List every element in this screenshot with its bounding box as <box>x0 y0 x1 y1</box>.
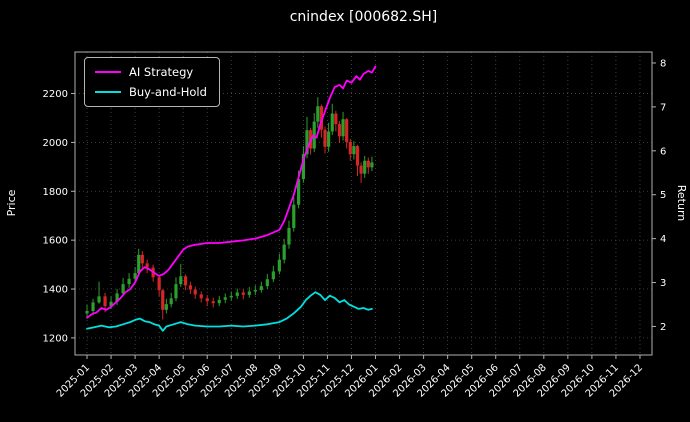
candle-body <box>355 146 360 166</box>
candle-body <box>241 292 245 295</box>
candle-body <box>235 292 239 296</box>
candle-body <box>359 165 363 174</box>
candle-body <box>211 301 215 304</box>
candle-body <box>319 106 324 130</box>
candle-body <box>363 160 367 174</box>
candle-body <box>174 284 178 299</box>
candle-body <box>145 263 149 268</box>
buy-and-hold-line-swatch <box>95 91 121 93</box>
candle-body <box>287 227 291 245</box>
candle-body <box>327 131 331 147</box>
y-left-tick-label: 1200 <box>43 333 68 344</box>
candle-body <box>348 141 352 155</box>
candle-body <box>337 124 342 137</box>
candle-body <box>217 299 221 304</box>
candle-body <box>205 298 209 302</box>
candle-body <box>157 277 161 291</box>
y-left-tick-label: 1600 <box>43 236 68 247</box>
candle-body <box>183 276 188 286</box>
y-right-tick-label: 6 <box>660 146 666 157</box>
line-series <box>86 65 377 332</box>
candle-body <box>127 278 131 285</box>
candle-body <box>247 291 251 295</box>
gridlines <box>75 52 652 355</box>
y-axis-label-price: Price <box>5 189 18 216</box>
candle-body <box>97 296 101 303</box>
candle-body <box>109 301 113 307</box>
y-left-tick-label: 1800 <box>43 187 68 198</box>
y-left-tick-label: 1400 <box>43 285 68 296</box>
ai-strategy-line-swatch <box>95 71 121 73</box>
buy-and-hold-legend-label: Buy-and-Hold <box>129 85 207 99</box>
candle-body <box>115 293 119 302</box>
candle-body <box>179 276 183 285</box>
candle-body <box>199 294 203 299</box>
candle-body <box>271 271 275 280</box>
candle-body <box>330 113 334 132</box>
candle-body <box>91 302 95 312</box>
candle-body <box>133 273 137 279</box>
candle-body <box>193 289 197 295</box>
plot-border <box>74 51 653 356</box>
candle-body <box>229 295 233 298</box>
candle-body <box>259 286 263 291</box>
candle-body <box>366 160 370 168</box>
y-right-tick-label: 2 <box>660 322 666 333</box>
candle-body <box>292 204 296 228</box>
candle-body <box>301 154 305 180</box>
candle-body <box>161 290 165 310</box>
candle-body <box>370 162 374 168</box>
candle-body <box>334 113 338 125</box>
legend-item-ai-strategy: AI Strategy <box>95 65 207 79</box>
chart-legend: AI Strategy Buy-and-Hold <box>84 57 220 107</box>
candle-body <box>265 279 269 287</box>
candle-body <box>253 290 257 292</box>
chart-title: cnindex [000682.SH] <box>289 9 438 25</box>
candle-body <box>352 146 356 155</box>
y-right-tick-label: 7 <box>660 102 666 113</box>
candle-body <box>323 129 327 147</box>
ai-strategy-legend-label: AI Strategy <box>129 65 194 79</box>
y-right-tick-label: 4 <box>660 234 666 245</box>
candle-body <box>137 254 141 274</box>
candle-body <box>223 297 227 300</box>
candle-body <box>85 311 89 314</box>
candle-body <box>312 121 316 149</box>
candlestick-series <box>85 97 374 320</box>
candle-body <box>169 298 173 305</box>
candle-body <box>164 304 168 310</box>
candle-body <box>188 285 192 290</box>
ai-strategy-line <box>86 65 377 319</box>
candle-body <box>121 284 125 294</box>
candle-body <box>305 130 309 155</box>
y-right-tick-label: 8 <box>660 58 666 69</box>
candle-body <box>140 254 144 264</box>
candle-body <box>277 259 281 272</box>
candle-body <box>316 106 320 122</box>
y-axis-label-return: Return <box>675 185 688 222</box>
candle-body <box>341 119 345 137</box>
candle-body <box>103 296 107 307</box>
buy-and-hold-line <box>86 291 373 332</box>
y-left-tick-label: 2200 <box>43 89 68 100</box>
y-right-tick-label: 3 <box>660 278 666 289</box>
candle-body <box>296 179 301 205</box>
y-right-tick-label: 5 <box>660 190 666 201</box>
legend-item-buy-and-hold: Buy-and-Hold <box>95 85 207 99</box>
candle-body <box>282 244 286 260</box>
y-left-tick-label: 2000 <box>43 138 68 149</box>
candle-body <box>345 119 349 142</box>
